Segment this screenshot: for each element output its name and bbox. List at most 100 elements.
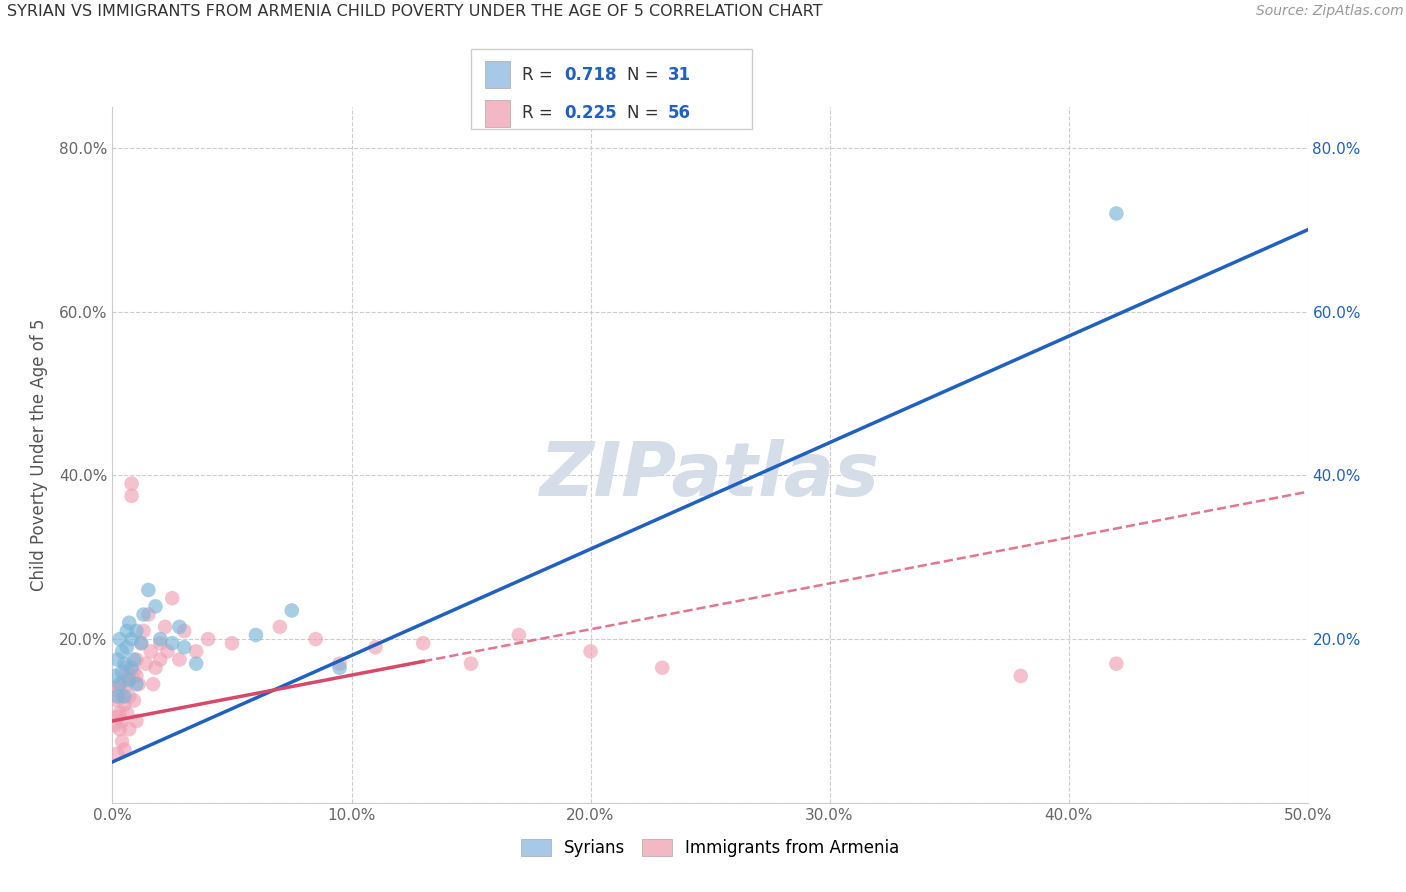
- Text: 0.718: 0.718: [564, 66, 616, 84]
- Point: [125, 714, 148, 728]
- Point: [132, 624, 155, 638]
- Point: [118, 690, 141, 704]
- Point: [114, 657, 135, 671]
- Text: 31: 31: [668, 66, 690, 84]
- Point: [149, 632, 172, 646]
- Legend: Syrians, Immigrants from Armenia: Syrians, Immigrants from Armenia: [515, 832, 905, 864]
- Point: [412, 636, 434, 650]
- Point: [162, 636, 183, 650]
- Text: 0.225: 0.225: [564, 104, 616, 122]
- Point: [579, 644, 602, 658]
- Point: [1105, 206, 1128, 220]
- Point: [111, 665, 134, 679]
- Point: [104, 718, 127, 732]
- Point: [121, 632, 143, 646]
- Point: [149, 636, 172, 650]
- Point: [221, 636, 243, 650]
- Point: [114, 690, 135, 704]
- Point: [108, 722, 131, 736]
- Point: [118, 722, 141, 736]
- Point: [145, 599, 167, 614]
- Point: [245, 628, 267, 642]
- Text: 56: 56: [668, 104, 690, 122]
- Point: [108, 681, 131, 696]
- Point: [328, 661, 352, 675]
- Text: R =: R =: [522, 66, 558, 84]
- Text: ZIPatlas: ZIPatlas: [540, 439, 880, 512]
- Point: [105, 690, 128, 704]
- Point: [111, 734, 134, 748]
- Point: [162, 591, 183, 606]
- Point: [132, 607, 155, 622]
- Point: [118, 615, 141, 630]
- Point: [651, 661, 673, 675]
- Point: [104, 681, 127, 696]
- Point: [125, 652, 148, 666]
- Point: [121, 476, 143, 491]
- Text: R =: R =: [522, 104, 558, 122]
- Point: [114, 698, 135, 712]
- Point: [122, 652, 145, 666]
- Point: [129, 636, 152, 650]
- Point: [114, 673, 135, 687]
- Point: [364, 640, 387, 655]
- Point: [111, 644, 134, 658]
- Point: [108, 632, 131, 646]
- Point: [186, 657, 208, 671]
- Point: [118, 673, 141, 687]
- Point: [115, 706, 138, 720]
- Point: [115, 661, 138, 675]
- Point: [128, 677, 150, 691]
- Text: N =: N =: [627, 104, 664, 122]
- Point: [142, 677, 165, 691]
- Point: [108, 677, 131, 691]
- Point: [122, 665, 145, 679]
- Point: [115, 677, 138, 691]
- Point: [105, 693, 128, 707]
- Point: [111, 690, 134, 704]
- Point: [1105, 657, 1128, 671]
- Point: [460, 657, 482, 671]
- Point: [145, 661, 167, 675]
- Point: [125, 624, 148, 638]
- Point: [173, 624, 195, 638]
- Point: [115, 624, 138, 638]
- Point: [138, 607, 160, 622]
- Point: [169, 620, 191, 634]
- Point: [105, 710, 128, 724]
- Point: [111, 714, 134, 728]
- Point: [173, 640, 195, 655]
- Point: [269, 620, 291, 634]
- Point: [186, 644, 208, 658]
- Point: [328, 657, 352, 671]
- Point: [169, 652, 191, 666]
- Point: [105, 652, 128, 666]
- Point: [121, 489, 143, 503]
- Point: [281, 603, 304, 617]
- Point: [149, 652, 172, 666]
- Point: [125, 669, 148, 683]
- Point: [129, 636, 152, 650]
- Y-axis label: Child Poverty Under the Age of 5: Child Poverty Under the Age of 5: [30, 318, 48, 591]
- Point: [138, 582, 160, 597]
- Point: [115, 640, 138, 655]
- Text: N =: N =: [627, 66, 664, 84]
- Point: [104, 669, 127, 683]
- Point: [139, 644, 162, 658]
- Point: [153, 620, 176, 634]
- Point: [122, 693, 145, 707]
- Point: [118, 669, 141, 683]
- Point: [135, 657, 157, 671]
- Point: [105, 747, 128, 761]
- Text: Source: ZipAtlas.com: Source: ZipAtlas.com: [1256, 4, 1403, 19]
- Point: [156, 644, 179, 658]
- Text: SYRIAN VS IMMIGRANTS FROM ARMENIA CHILD POVERTY UNDER THE AGE OF 5 CORRELATION C: SYRIAN VS IMMIGRANTS FROM ARMENIA CHILD …: [7, 4, 823, 20]
- Point: [1010, 669, 1032, 683]
- Point: [304, 632, 326, 646]
- Point: [508, 628, 530, 642]
- Point: [197, 632, 219, 646]
- Point: [108, 706, 131, 720]
- Point: [125, 677, 148, 691]
- Point: [114, 742, 135, 756]
- Point: [121, 661, 143, 675]
